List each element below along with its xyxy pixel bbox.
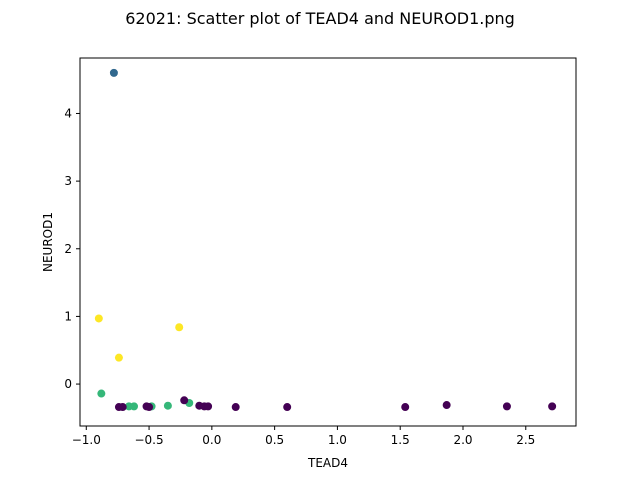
x-tick-label: 1.0: [328, 433, 347, 447]
x-axis: −1.0 −0.5 0.0 0.5 1.0 1.5 2.0 2.5: [72, 426, 535, 447]
data-point: [548, 402, 557, 411]
data-point: [163, 401, 172, 410]
y-axis-label: NEUROD1: [41, 212, 55, 272]
x-tick-label: 1.5: [391, 433, 410, 447]
x-tick-label: 0.0: [202, 433, 221, 447]
data-point: [401, 403, 410, 412]
data-point: [114, 353, 123, 362]
data-point: [109, 68, 118, 77]
data-point: [129, 402, 138, 411]
plot-area: [79, 57, 577, 427]
data-point: [502, 402, 511, 411]
data-point: [442, 401, 451, 410]
x-tick-label: −1.0: [72, 433, 101, 447]
y-tick-label: 0: [64, 377, 72, 391]
data-points: [94, 68, 557, 412]
data-point: [118, 403, 127, 412]
data-point: [180, 396, 189, 405]
y-tick-label: 3: [64, 174, 72, 188]
chart-title: 62021: Scatter plot of TEAD4 and NEUROD1…: [125, 9, 515, 28]
data-point: [175, 323, 184, 332]
y-tick-label: 1: [64, 309, 72, 323]
x-axis-label: TEAD4: [307, 456, 348, 470]
x-tick-label: −0.5: [134, 433, 163, 447]
data-point: [94, 314, 103, 323]
data-point: [97, 389, 106, 398]
data-point: [283, 403, 292, 412]
y-tick-label: 2: [64, 242, 72, 256]
data-point: [231, 403, 240, 412]
data-point: [204, 402, 213, 411]
y-tick-label: 4: [64, 106, 72, 120]
x-tick-label: 0.5: [265, 433, 284, 447]
x-tick-label: 2.5: [516, 433, 535, 447]
y-axis: 0 1 2 3 4: [64, 106, 80, 391]
data-point: [145, 403, 154, 412]
x-tick-label: 2.0: [453, 433, 472, 447]
